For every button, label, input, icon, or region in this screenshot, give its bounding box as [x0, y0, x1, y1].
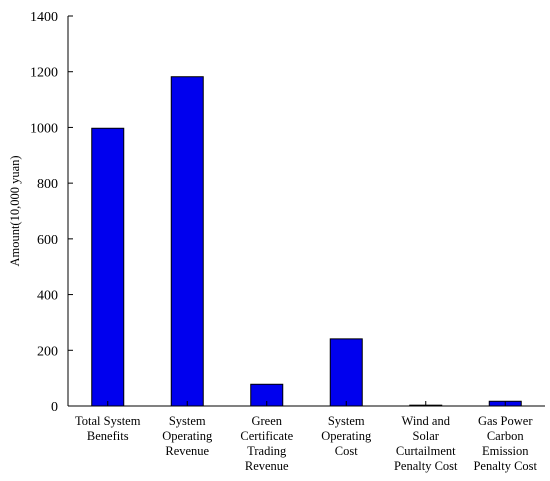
y-axis-title: Amount(10,000 yuan): [8, 155, 22, 266]
x-category-label: Green Certificate Trading Revenue: [240, 414, 293, 473]
y-tick-label: 800: [37, 177, 58, 192]
y-tick-label: 200: [37, 344, 58, 359]
x-labels-group: Total System Benefits System Operating Reven…: [75, 401, 538, 473]
x-category-label: Total System Benefits: [75, 414, 141, 443]
axes-group: [67, 16, 545, 407]
bar-1: [91, 127, 125, 407]
y-ticks-group: 0 200 400 600 800 1000 1200 1400: [30, 10, 73, 415]
y-tick-label: 1400: [30, 10, 58, 25]
y-tick-label: 1200: [30, 66, 58, 81]
y-tick-label: 600: [37, 233, 58, 248]
x-category-label: System Operating Revenue: [162, 414, 213, 458]
bars-group: [91, 76, 522, 407]
y-tick-label: 1000: [30, 121, 58, 136]
x-category-label: System Operating Cost: [321, 414, 372, 458]
bar-2: [170, 76, 204, 407]
x-category-label: Gas Power Carbon Emission Penalty Cost: [473, 414, 537, 473]
y-tick-label: 400: [37, 289, 58, 304]
x-category-label: Wind and Solar Curtailment Penalty Cost: [394, 414, 458, 473]
y-tick-label: 0: [51, 400, 58, 415]
bar-4: [329, 338, 363, 407]
